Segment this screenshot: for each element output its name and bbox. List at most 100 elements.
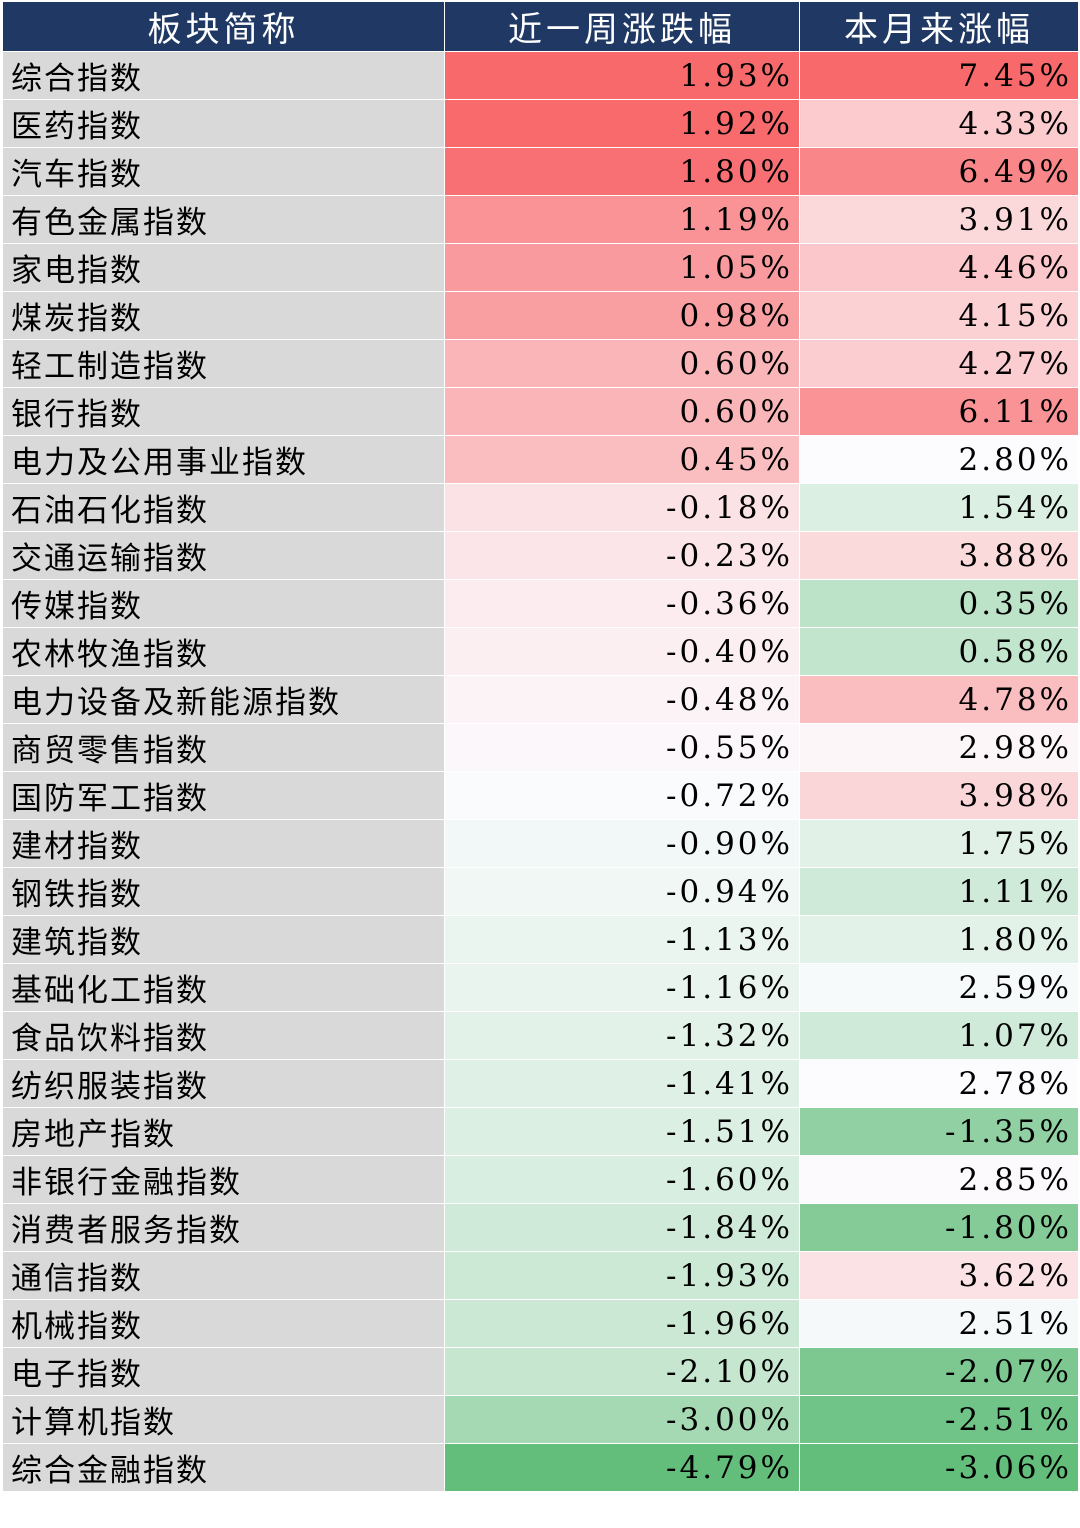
weekly-change-cell: -0.48% — [444, 675, 800, 724]
weekly-change-cell: 0.60% — [444, 339, 800, 388]
sector-name-cell: 机械指数 — [2, 1299, 445, 1348]
sector-name-cell: 国防军工指数 — [2, 771, 445, 820]
month-to-date-change-cell: 1.11% — [799, 867, 1079, 916]
month-to-date-change-cell: 4.15% — [799, 291, 1079, 340]
table-row: 轻工制造指数 0.60% 4.27% — [2, 339, 1079, 388]
sector-name-cell: 电力及公用事业指数 — [2, 435, 445, 484]
weekly-change-cell: 0.45% — [444, 435, 800, 484]
weekly-change-cell: -0.40% — [444, 627, 800, 676]
weekly-change-cell: -1.51% — [444, 1107, 800, 1156]
weekly-change-cell: 1.80% — [444, 147, 800, 196]
month-to-date-change-cell: 4.33% — [799, 99, 1079, 148]
weekly-change-cell: 1.93% — [444, 51, 800, 100]
table-row: 国防军工指数 -0.72% 3.98% — [2, 771, 1079, 820]
weekly-change-cell: -0.18% — [444, 483, 800, 532]
table-row: 综合金融指数 -4.79% -3.06% — [2, 1443, 1079, 1492]
sector-name-cell: 基础化工指数 — [2, 963, 445, 1012]
table-row: 有色金属指数 1.19% 3.91% — [2, 195, 1079, 244]
weekly-change-cell: -1.96% — [444, 1299, 800, 1348]
month-to-date-change-cell: -2.07% — [799, 1347, 1079, 1396]
month-to-date-change-cell: 3.98% — [799, 771, 1079, 820]
sector-name-cell: 交通运输指数 — [2, 531, 445, 580]
month-to-date-change-cell: 6.11% — [799, 387, 1079, 436]
weekly-change-cell: -0.90% — [444, 819, 800, 868]
month-to-date-change-cell: 3.62% — [799, 1251, 1079, 1300]
sector-name-cell: 银行指数 — [2, 387, 445, 436]
table-row: 电力设备及新能源指数 -0.48% 4.78% — [2, 675, 1079, 724]
column-header-month-to-date-change: 本月来涨幅 — [799, 2, 1079, 52]
sector-name-cell: 综合金融指数 — [2, 1443, 445, 1492]
month-to-date-change-cell: -1.35% — [799, 1107, 1079, 1156]
month-to-date-change-cell: 3.91% — [799, 195, 1079, 244]
month-to-date-change-cell: 4.46% — [799, 243, 1079, 292]
month-to-date-change-cell: -2.51% — [799, 1395, 1079, 1444]
sector-name-cell: 房地产指数 — [2, 1107, 445, 1156]
sector-name-cell: 煤炭指数 — [2, 291, 445, 340]
table-row: 电力及公用事业指数 0.45% 2.80% — [2, 435, 1079, 484]
weekly-change-cell: 0.60% — [444, 387, 800, 436]
month-to-date-change-cell: -1.80% — [799, 1203, 1079, 1252]
month-to-date-change-cell: 4.78% — [799, 675, 1079, 724]
table-row: 食品饮料指数 -1.32% 1.07% — [2, 1011, 1079, 1060]
sector-name-cell: 综合指数 — [2, 51, 445, 100]
sector-name-cell: 农林牧渔指数 — [2, 627, 445, 676]
table-row: 建材指数 -0.90% 1.75% — [2, 819, 1079, 868]
table-row: 机械指数 -1.96% 2.51% — [2, 1299, 1079, 1348]
table-row: 建筑指数 -1.13% 1.80% — [2, 915, 1079, 964]
table-row: 非银行金融指数 -1.60% 2.85% — [2, 1155, 1079, 1204]
month-to-date-change-cell: 2.78% — [799, 1059, 1079, 1108]
weekly-change-cell: -0.72% — [444, 771, 800, 820]
weekly-change-cell: -2.10% — [444, 1347, 800, 1396]
month-to-date-change-cell: -3.06% — [799, 1443, 1079, 1492]
table-row: 农林牧渔指数 -0.40% 0.58% — [2, 627, 1079, 676]
sector-name-cell: 食品饮料指数 — [2, 1011, 445, 1060]
sector-name-cell: 传媒指数 — [2, 579, 445, 628]
weekly-change-cell: 1.05% — [444, 243, 800, 292]
weekly-change-cell: -1.84% — [444, 1203, 800, 1252]
month-to-date-change-cell: 1.80% — [799, 915, 1079, 964]
sector-name-cell: 钢铁指数 — [2, 867, 445, 916]
weekly-change-cell: -4.79% — [444, 1443, 800, 1492]
table-row: 计算机指数 -3.00% -2.51% — [2, 1395, 1079, 1444]
table-row: 传媒指数 -0.36% 0.35% — [2, 579, 1079, 628]
table-row: 基础化工指数 -1.16% 2.59% — [2, 963, 1079, 1012]
month-to-date-change-cell: 3.88% — [799, 531, 1079, 580]
sector-performance-table: 板块简称 近一周涨跌幅 本月来涨幅 综合指数 1.93% 7.45% 医药指数 1.92… — [2, 2, 1079, 1492]
table-row: 煤炭指数 0.98% 4.15% — [2, 291, 1079, 340]
weekly-change-cell: 1.92% — [444, 99, 800, 148]
column-header-sector-name: 板块简称 — [2, 2, 445, 52]
month-to-date-change-cell: 2.98% — [799, 723, 1079, 772]
column-header-weekly-change: 近一周涨跌幅 — [444, 2, 800, 52]
table-row: 汽车指数 1.80% 6.49% — [2, 147, 1079, 196]
month-to-date-change-cell: 0.58% — [799, 627, 1079, 676]
month-to-date-change-cell: 7.45% — [799, 51, 1079, 100]
sector-name-cell: 医药指数 — [2, 99, 445, 148]
sector-name-cell: 有色金属指数 — [2, 195, 445, 244]
month-to-date-change-cell: 1.54% — [799, 483, 1079, 532]
weekly-change-cell: -1.41% — [444, 1059, 800, 1108]
table-row: 家电指数 1.05% 4.46% — [2, 243, 1079, 292]
weekly-change-cell: 0.98% — [444, 291, 800, 340]
weekly-change-cell: -1.16% — [444, 963, 800, 1012]
month-to-date-change-cell: 1.75% — [799, 819, 1079, 868]
sector-name-cell: 计算机指数 — [2, 1395, 445, 1444]
month-to-date-change-cell: 2.51% — [799, 1299, 1079, 1348]
weekly-change-cell: -3.00% — [444, 1395, 800, 1444]
table-row: 钢铁指数 -0.94% 1.11% — [2, 867, 1079, 916]
sector-name-cell: 石油石化指数 — [2, 483, 445, 532]
sector-name-cell: 电子指数 — [2, 1347, 445, 1396]
table-row: 电子指数 -2.10% -2.07% — [2, 1347, 1079, 1396]
month-to-date-change-cell: 2.80% — [799, 435, 1079, 484]
sector-name-cell: 纺织服装指数 — [2, 1059, 445, 1108]
weekly-change-cell: -0.23% — [444, 531, 800, 580]
sector-name-cell: 汽车指数 — [2, 147, 445, 196]
month-to-date-change-cell: 2.85% — [799, 1155, 1079, 1204]
sector-name-cell: 消费者服务指数 — [2, 1203, 445, 1252]
sector-name-cell: 家电指数 — [2, 243, 445, 292]
weekly-change-cell: -1.60% — [444, 1155, 800, 1204]
month-to-date-change-cell: 6.49% — [799, 147, 1079, 196]
table-row: 房地产指数 -1.51% -1.35% — [2, 1107, 1079, 1156]
month-to-date-change-cell: 2.59% — [799, 963, 1079, 1012]
sector-name-cell: 建筑指数 — [2, 915, 445, 964]
header-row: 板块简称 近一周涨跌幅 本月来涨幅 — [2, 2, 1079, 52]
